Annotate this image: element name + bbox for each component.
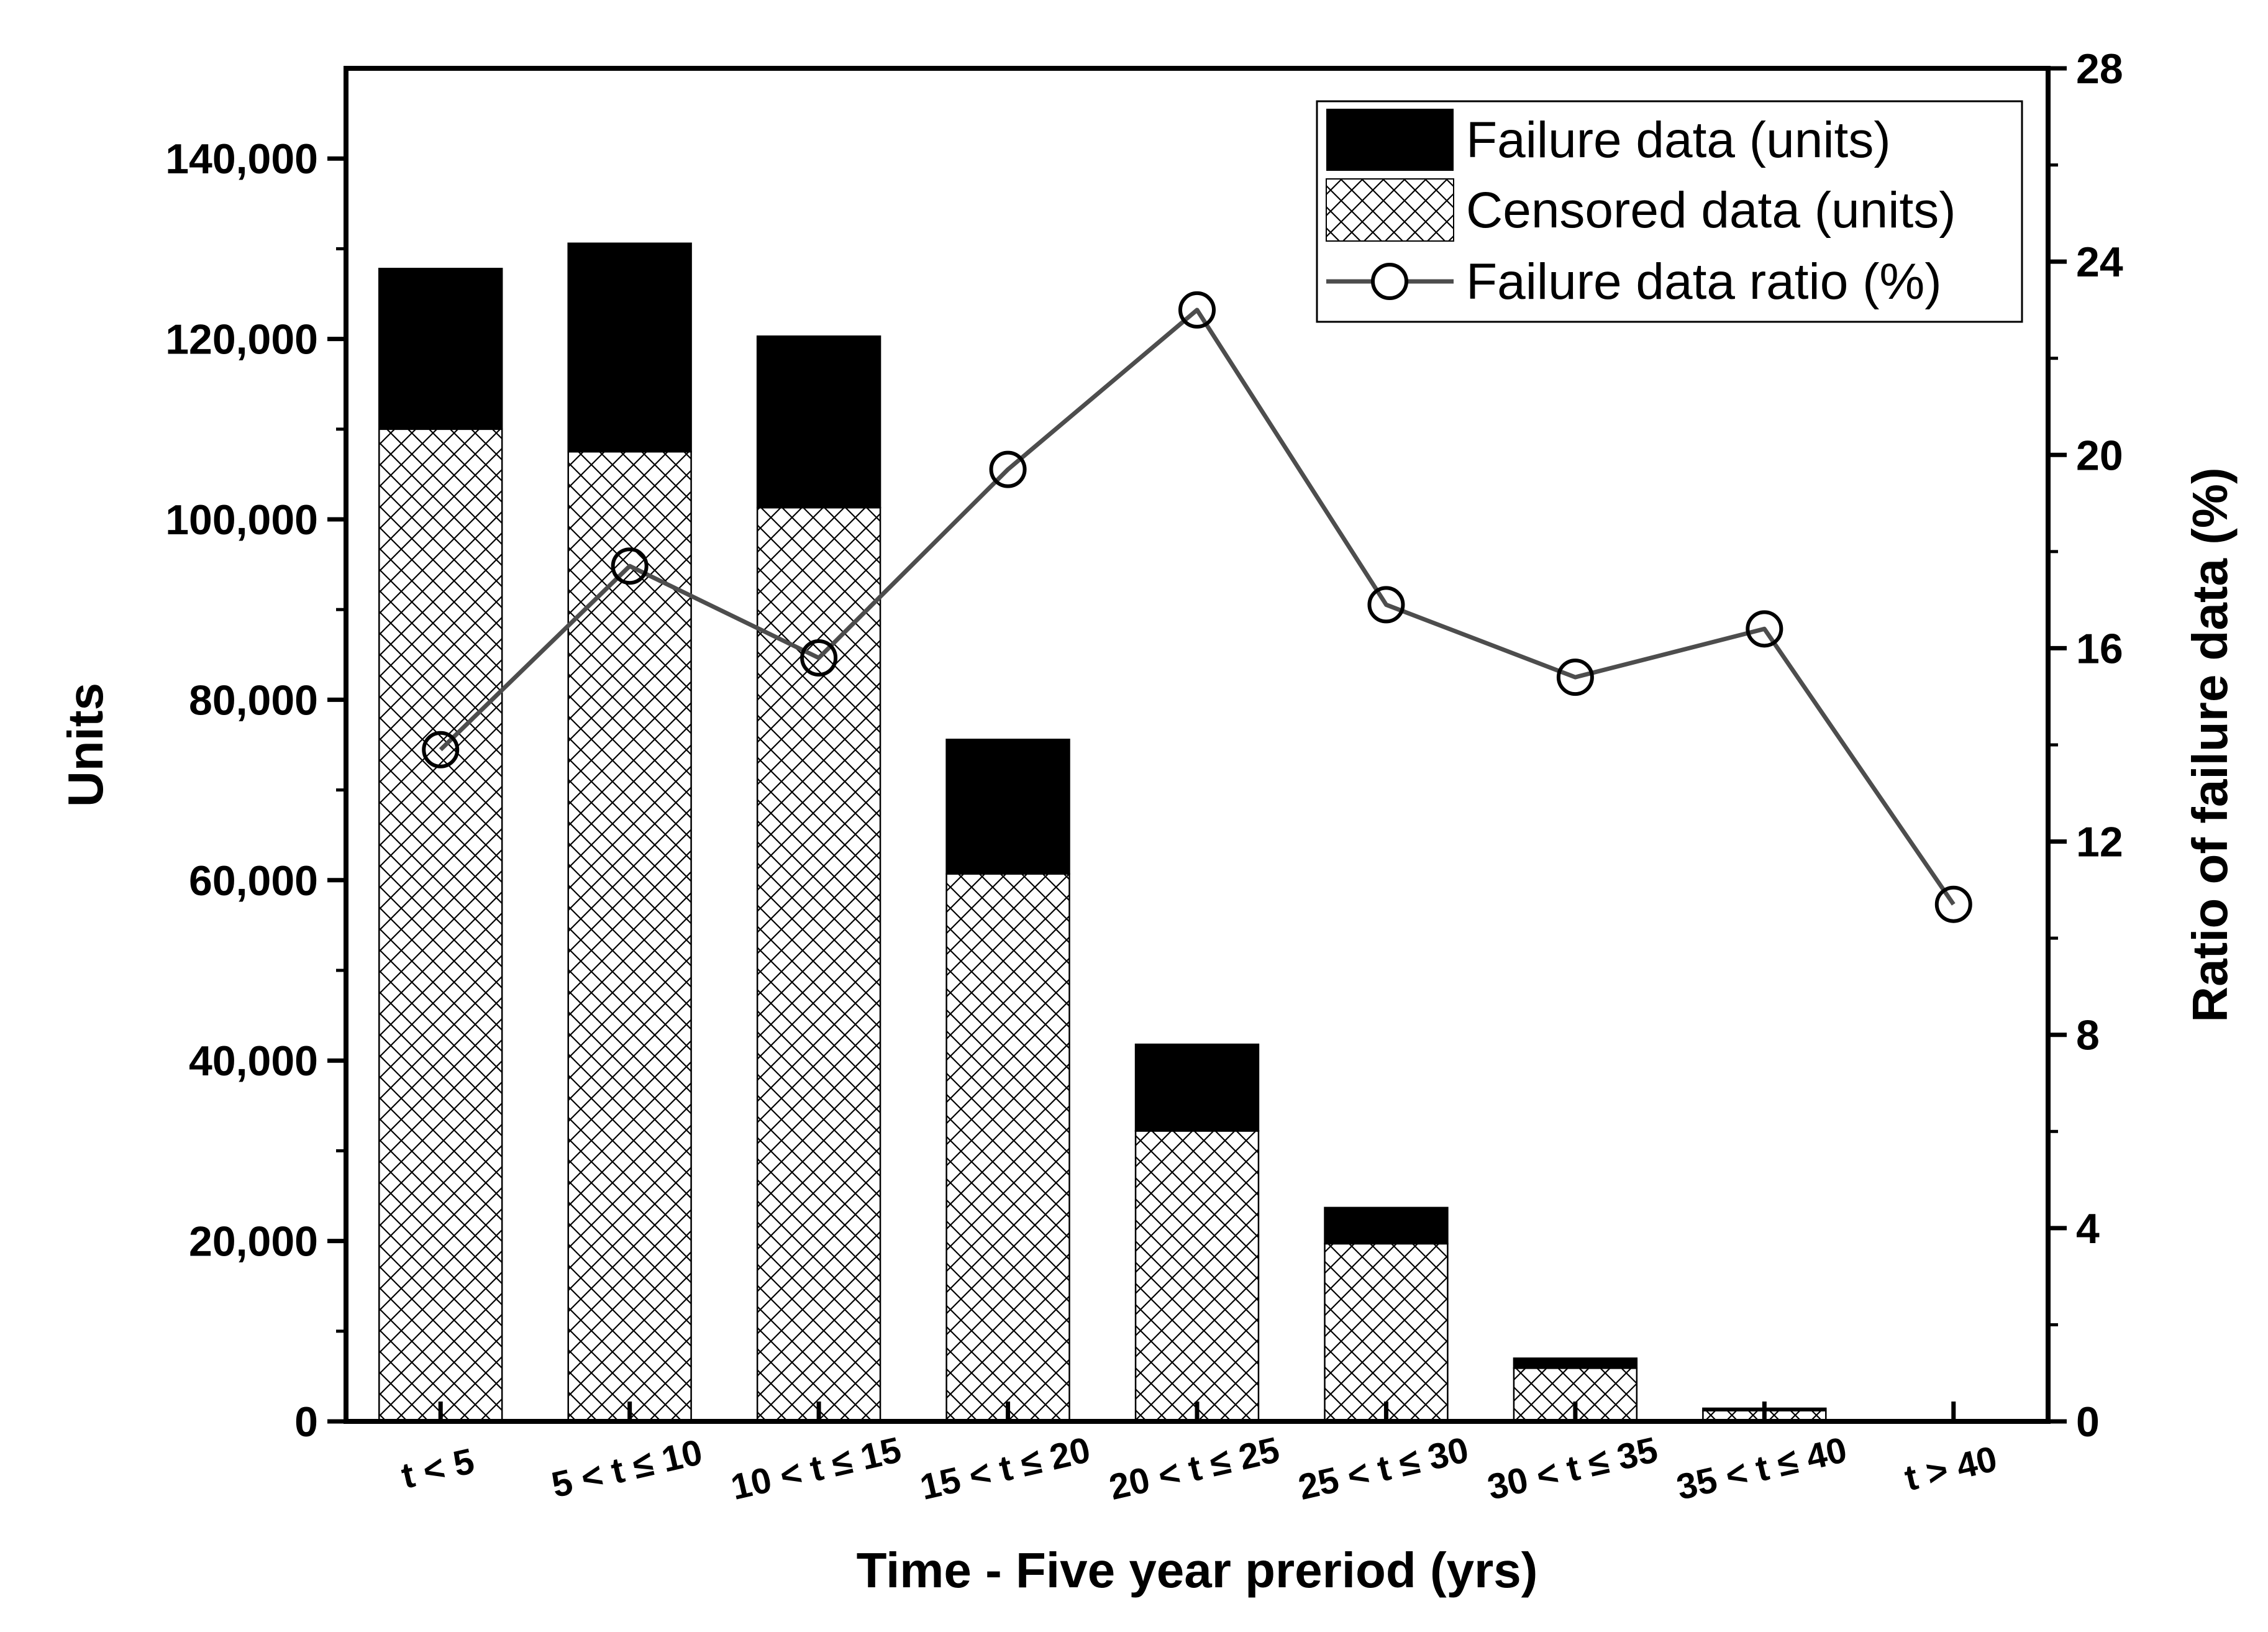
- ratio-point: [422, 731, 460, 768]
- bar-failure: [1324, 1206, 1449, 1245]
- y2-tick-label: 4: [2076, 1205, 2100, 1252]
- y2-tick-label: 20: [2076, 432, 2123, 479]
- x-tick-label: 20 < t ≤ 25: [1106, 1429, 1283, 1508]
- y-tick-label: 120,000: [165, 316, 318, 363]
- x-tick-label: 10 < t ≤ 15: [727, 1429, 905, 1508]
- x-tick-label: t < 5: [398, 1441, 478, 1497]
- bar-failure: [1513, 1357, 1638, 1369]
- x-tick-label: t > 40: [1901, 1438, 2001, 1498]
- bar-failure: [1134, 1043, 1260, 1132]
- y-tick-label: 40,000: [189, 1037, 318, 1085]
- y2-tick-label: 0: [2076, 1398, 2100, 1446]
- ratio-point: [1367, 586, 1405, 624]
- ratio-point: [1746, 610, 1783, 648]
- bar-censored: [756, 506, 881, 1423]
- y-axis-title: Units: [58, 683, 113, 807]
- legend-label-censored: Censored data (units): [1466, 182, 1956, 239]
- y2-tick-label: 12: [2076, 819, 2123, 866]
- x-tick-label: 35 < t ≤ 40: [1673, 1429, 1851, 1508]
- y-tick-label: 20,000: [189, 1218, 318, 1265]
- y-tick-label: 0: [294, 1398, 318, 1446]
- bar-failure: [567, 242, 692, 453]
- bar-failure: [378, 268, 503, 431]
- y2-tick-label: 8: [2076, 1012, 2100, 1059]
- y-tick-label: 60,000: [189, 857, 318, 905]
- bar-censored: [1324, 1242, 1449, 1423]
- bar-censored: [567, 450, 692, 1423]
- legend-label-failure: Failure data (units): [1466, 112, 1891, 168]
- x-axis-title: Time - Five year preriod (yrs): [857, 1543, 1538, 1598]
- ratio-point: [989, 450, 1027, 488]
- bar-censored: [378, 428, 503, 1423]
- bars-layer: [378, 242, 2016, 1423]
- bar-failure: [756, 335, 881, 509]
- y2-tick-label: 16: [2076, 625, 2123, 672]
- bar-failure: [945, 739, 1070, 875]
- legend-label-ratio: Failure data ratio (%): [1466, 253, 1942, 310]
- x-tick-label: 30 < t ≤ 35: [1484, 1429, 1662, 1508]
- y-tick-label: 80,000: [189, 677, 318, 724]
- legend: Failure data (units) Censored data (unit…: [1316, 100, 2023, 323]
- ratio-point: [1178, 291, 1216, 329]
- ratio-point: [800, 639, 838, 677]
- y2-tick-label: 24: [2076, 239, 2123, 286]
- ratio-line: [439, 308, 1956, 906]
- bar-censored: [945, 873, 1070, 1423]
- legend-swatch-failure: [1326, 109, 1454, 171]
- x-tick-label: 5 < t ≤ 10: [548, 1432, 706, 1506]
- y2-axis-title: Ratio of failure data (%): [2182, 467, 2238, 1022]
- ratio-point: [1556, 659, 1594, 696]
- ratio-point: [1934, 885, 1972, 923]
- x-tick-label: 15 < t ≤ 20: [916, 1429, 1094, 1508]
- left-y-axis: 0 20,000 40,000 60,000 80,000 100,000 120,000 1…: [165, 135, 346, 1446]
- ratio-line-layer: [422, 291, 1972, 923]
- x-tick-label: 25 < t ≤ 30: [1295, 1429, 1472, 1508]
- ratio-point: [611, 547, 649, 585]
- y-tick-label: 140,000: [165, 135, 318, 183]
- y-tick-label: 100,000: [165, 496, 318, 544]
- right-y-axis: 0 4 8 12 16 20 24 28: [2048, 45, 2123, 1446]
- legend-swatch-censored: [1326, 178, 1454, 242]
- legend-swatch-ratio-marker: [1371, 263, 1408, 300]
- y2-tick-label: 28: [2076, 45, 2123, 93]
- bar-censored: [1134, 1130, 1260, 1423]
